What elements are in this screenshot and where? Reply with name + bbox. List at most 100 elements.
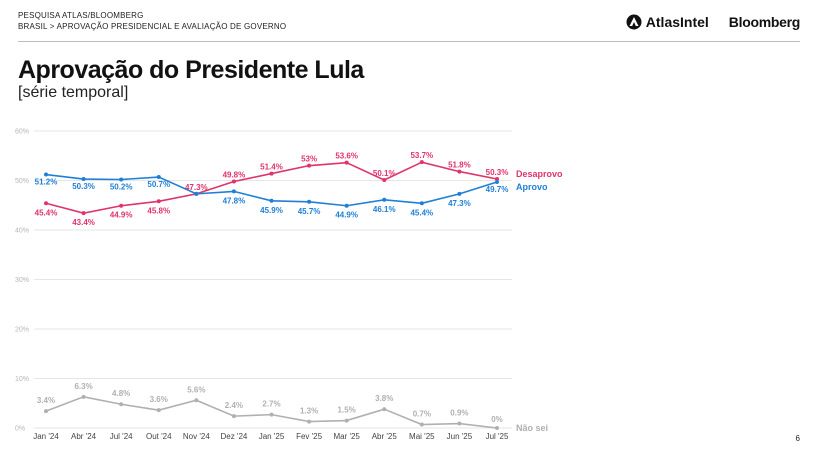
- x-tick-label: Jan '24: [33, 432, 59, 441]
- aprovo-point: [382, 197, 387, 202]
- desaprovo-data-label: 53%: [301, 155, 317, 164]
- report-header: PESQUISA ATLAS/BLOOMBERG BRASIL > APROVA…: [18, 11, 800, 43]
- x-tick-label: Nov '24: [183, 432, 210, 441]
- desaprovo-data-label: 45.4%: [35, 208, 58, 217]
- survey-name: PESQUISA ATLAS/BLOOMBERG: [18, 11, 144, 20]
- nao_sei-data-label: 6.3%: [74, 382, 92, 391]
- nao_sei-point: [44, 409, 48, 414]
- x-tick-label: Fev '25: [296, 432, 323, 441]
- nao_sei-data-label: 3.6%: [150, 395, 168, 404]
- nao_sei-point: [119, 402, 124, 407]
- nao_sei-point: [194, 398, 199, 403]
- desaprovo-point: [231, 179, 236, 184]
- desaprovo-data-label: 51.8%: [448, 161, 471, 170]
- atlasintel-logo: AtlasIntel: [626, 14, 709, 30]
- logos: AtlasIntel Bloomberg: [626, 14, 800, 30]
- y-tick-label: 40%: [15, 228, 29, 235]
- nao_sei-point: [382, 407, 387, 412]
- page-number: 6: [795, 434, 800, 443]
- aprovo-point: [307, 199, 312, 204]
- breadcrumb: BRASIL > APROVAÇÃO PRESIDENCIAL E AVALIA…: [18, 22, 287, 31]
- nao_sei-data-label: 0%: [491, 415, 503, 424]
- aprovo-series-label: Aprovo: [516, 182, 548, 192]
- desaprovo-point: [495, 177, 499, 182]
- desaprovo-data-label: 53.6%: [335, 152, 358, 161]
- desaprovo-data-label: 47.3%: [185, 183, 208, 192]
- y-tick-label: 30%: [15, 277, 29, 284]
- nao_sei-data-label: 1.5%: [338, 406, 356, 415]
- aprovo-point: [344, 203, 349, 208]
- desaprovo-point: [119, 203, 124, 208]
- aprovo-data-label: 45.7%: [298, 207, 321, 216]
- x-tick-label: Out '24: [146, 432, 172, 441]
- nao_sei-point: [307, 419, 312, 424]
- bloomberg-logo: Bloomberg: [728, 14, 801, 30]
- x-tick-label: Jan '25: [259, 432, 285, 441]
- aprovo-data-label: 45.4%: [410, 208, 433, 217]
- aprovo-data-label: 47.3%: [448, 199, 471, 208]
- nao_sei-data-label: 5.6%: [187, 385, 205, 394]
- aprovo-point: [231, 189, 236, 194]
- x-tick-label: Jul '24: [110, 432, 133, 441]
- x-tick-label: Jul '25: [486, 432, 509, 441]
- x-tick-label: Abr '24: [71, 432, 97, 441]
- desaprovo-point: [44, 201, 48, 206]
- nao_sei-data-label: 2.4%: [225, 401, 243, 410]
- x-tick-label: Jun '25: [447, 432, 473, 441]
- aprovo-point: [419, 201, 424, 206]
- nao_sei-point: [419, 422, 424, 427]
- desaprovo-data-label: 53.7%: [410, 151, 433, 160]
- x-tick-label: Abr '25: [372, 432, 398, 441]
- desaprovo-data-label: 50.1%: [373, 169, 396, 178]
- x-tick-label: Mar '25: [333, 432, 360, 441]
- desaprovo-point: [344, 160, 349, 165]
- atlasintel-wordmark: AtlasIntel: [645, 14, 709, 30]
- aprovo-data-label: 44.9%: [335, 211, 358, 220]
- aprovo-point: [119, 177, 124, 182]
- y-tick-label: 0%: [15, 426, 25, 433]
- nao_sei-point: [344, 418, 349, 423]
- desaprovo-point: [457, 169, 462, 174]
- desaprovo-data-label: 45.8%: [147, 206, 170, 215]
- x-axis-labels: Jan '24 Abr '24 Jul '24 Out '24 Nov '24 Dez '…: [33, 432, 509, 441]
- data-labels: 45.4% 43.4% 44.9% 45.8% 47.3% 49.8% 51.4% 53% 53…: [35, 151, 509, 424]
- nao_sei-point: [269, 412, 274, 417]
- desaprovo-point: [81, 211, 86, 216]
- nao_sei-data-label: 4.8%: [112, 389, 130, 398]
- aprovo-point: [269, 198, 274, 203]
- header-divider: [18, 41, 800, 42]
- aprovo-data-label: 50.3%: [72, 182, 95, 191]
- nao_sei-series-label: Não sei: [516, 423, 548, 433]
- desaprovo-point: [419, 160, 424, 165]
- aprovo-data-label: 47.8%: [223, 196, 246, 205]
- aprovo-point: [44, 172, 48, 177]
- desaprovo-data-label: 50.3%: [486, 168, 509, 177]
- chart-subtitle: [série temporal]: [18, 84, 129, 101]
- aprovo-data-label: 51.2%: [35, 178, 58, 187]
- nao_sei-data-label: 0.9%: [450, 409, 468, 418]
- series-points: [44, 160, 499, 430]
- nao_sei-data-label: 3.8%: [375, 394, 393, 403]
- chart-grid: 0% 10% 20% 30% 40% 50% 60%: [15, 129, 512, 433]
- desaprovo-data-label: 49.8%: [223, 170, 246, 179]
- aprovo-point: [156, 175, 161, 180]
- aprovo-data-label: 46.1%: [373, 205, 396, 214]
- desaprovo-data-label: 43.4%: [72, 218, 95, 227]
- x-tick-label: Dez '24: [220, 432, 247, 441]
- desaprovo-point: [269, 171, 274, 176]
- nao_sei-point: [231, 414, 236, 419]
- aprovo-data-label: 49.7%: [486, 185, 509, 194]
- aprovo-point: [495, 179, 499, 184]
- desaprovo-series-label: Desaprovo: [516, 169, 563, 179]
- nao_sei-point: [81, 394, 86, 399]
- y-tick-label: 10%: [15, 376, 29, 383]
- nao_sei-point: [457, 421, 462, 426]
- desaprovo-point: [156, 199, 161, 204]
- y-tick-label: 50%: [15, 178, 29, 185]
- desaprovo-point: [382, 178, 387, 183]
- chart-title: Aprovação do Presidente Lula: [18, 56, 364, 84]
- aprovo-point: [457, 191, 462, 196]
- desaprovo-data-label: 51.4%: [260, 163, 283, 172]
- nao_sei-data-label: 1.3%: [300, 407, 318, 416]
